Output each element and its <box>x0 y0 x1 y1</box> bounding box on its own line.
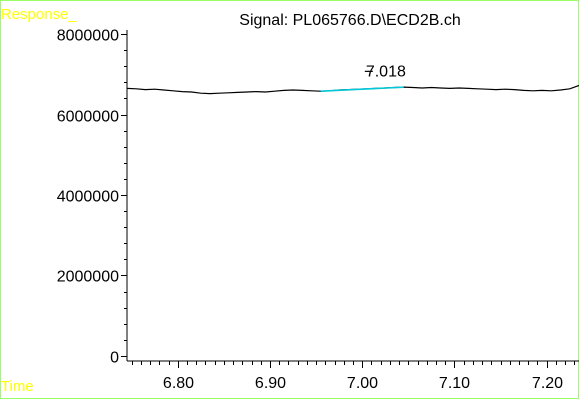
x-tick-label: 6.90 <box>255 375 286 392</box>
y-tick-label: 6000000 <box>57 109 119 126</box>
time-axis-label: Time <box>1 378 34 395</box>
tick-labels: 0 2000000 4000000 6000000 8000000 6.80 6.90 7.0… <box>57 28 563 393</box>
y-tick-label: 4000000 <box>57 189 119 206</box>
x-tick-label: 7.20 <box>532 375 563 392</box>
peak-label: 7.018 <box>366 63 406 80</box>
chart-title: Signal: PL065766.D\ECD2B.ch <box>239 12 460 29</box>
x-tick-label: 6.80 <box>163 375 194 392</box>
x-tick-label: 7.10 <box>439 375 470 392</box>
y-tick-label: 2000000 <box>57 269 119 286</box>
axes <box>126 30 579 362</box>
x-tick-label: 7.00 <box>347 375 378 392</box>
y-tick-label: 8000000 <box>57 28 119 45</box>
response-axis-label: Response_ <box>1 6 78 23</box>
tick-marks <box>121 34 575 368</box>
peak-baseline <box>320 86 404 92</box>
plot-area: 7.018 <box>126 63 579 95</box>
y-tick-label: 0 <box>110 350 119 367</box>
